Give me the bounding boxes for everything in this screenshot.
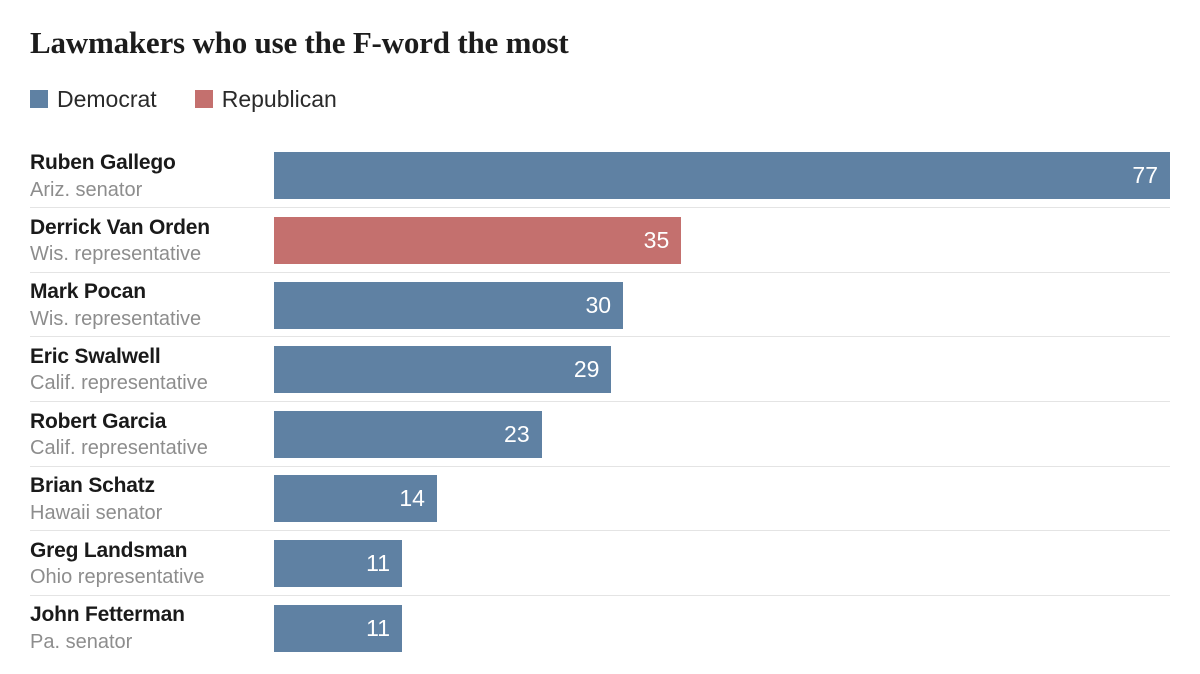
- row-labels: Greg Landsman Ohio representative: [30, 537, 274, 590]
- bar: 11: [274, 540, 402, 587]
- legend-item-republican: Republican: [194, 85, 337, 112]
- lawmaker-role: Ariz. senator: [30, 178, 143, 201]
- bar-value-label: 77: [1132, 162, 1158, 189]
- chart-row: Ruben Gallego Ariz. senator 77: [30, 144, 1170, 209]
- row-labels: Derrick Van Orden Wis. representative: [30, 214, 274, 267]
- lawmaker-name: Derrick Van Orden: [30, 215, 210, 239]
- chart-title: Lawmakers who use the F-word the most: [30, 25, 569, 60]
- lawmaker-name: Ruben Gallego: [30, 151, 176, 175]
- legend-label: Democrat: [57, 85, 157, 112]
- chart-container: Lawmakers who use the F-word the most De…: [30, 25, 1170, 661]
- chart-row: Greg Landsman Ohio representative 11: [30, 531, 1170, 596]
- lawmaker-role: Ohio representative: [30, 566, 205, 589]
- row-labels: Mark Pocan Wis. representative: [30, 278, 274, 331]
- lawmaker-name: Robert Garcia: [30, 409, 167, 433]
- bar-area: 35: [274, 217, 1170, 265]
- chart-row: Robert Garcia Calif. representative 23: [30, 402, 1170, 467]
- bar-value-label: 35: [643, 227, 670, 254]
- bar-area: 77: [274, 152, 1170, 200]
- lawmaker-name: Brian Schatz: [30, 474, 155, 498]
- bar-value-label: 23: [504, 420, 530, 447]
- bar-value-label: 11: [366, 614, 390, 641]
- bar: 29: [274, 346, 612, 394]
- legend-swatch: [30, 90, 48, 109]
- lawmaker-name: Greg Landsman: [30, 538, 188, 562]
- row-labels: Brian Schatz Hawaii senator: [30, 472, 274, 525]
- row-labels: John Fetterman Pa. senator: [30, 601, 274, 654]
- row-labels: Robert Garcia Calif. representative: [30, 408, 274, 461]
- legend-swatch: [194, 90, 213, 109]
- chart-row: Derrick Van Orden Wis. representative 35: [30, 208, 1170, 273]
- lawmaker-role: Pa. senator: [30, 630, 133, 653]
- bar-area: 30: [274, 281, 1170, 329]
- bar-value-label: 30: [585, 291, 612, 318]
- bar-value-label: 11: [366, 550, 390, 576]
- legend: Democrat Republican: [30, 85, 1170, 112]
- bar: 11: [274, 604, 402, 652]
- bar: 77: [274, 152, 1170, 200]
- chart-row: Mark Pocan Wis. representative 30: [30, 273, 1170, 338]
- legend-item-democrat: Democrat: [30, 85, 157, 112]
- lawmaker-role: Calif. representative: [30, 372, 208, 395]
- bar-area: 11: [274, 540, 1170, 587]
- legend-label: Republican: [221, 85, 337, 112]
- bar-chart: Ruben Gallego Ariz. senator 77 Derrick V…: [30, 144, 1170, 661]
- bar: 23: [274, 410, 542, 458]
- lawmaker-name: Eric Swalwell: [30, 345, 161, 369]
- lawmaker-role: Wis. representative: [30, 243, 202, 266]
- row-labels: Ruben Gallego Ariz. senator: [30, 149, 274, 202]
- row-labels: Eric Swalwell Calif. representative: [30, 343, 274, 396]
- bar: 30: [274, 281, 624, 329]
- bar-value-label: 29: [573, 356, 600, 383]
- bar: 14: [274, 475, 437, 523]
- bar-area: 29: [274, 346, 1170, 394]
- lawmaker-role: Wis. representative: [30, 307, 202, 330]
- bar-value-label: 14: [399, 485, 425, 512]
- lawmaker-name: Mark Pocan: [30, 280, 146, 304]
- chart-row: John Fetterman Pa. senator 11: [30, 596, 1170, 661]
- bar-area: 23: [274, 410, 1170, 458]
- lawmaker-role: Hawaii senator: [30, 501, 163, 524]
- lawmaker-role: Calif. representative: [30, 436, 208, 459]
- chart-row: Brian Schatz Hawaii senator 14: [30, 467, 1170, 532]
- bar-area: 14: [274, 475, 1170, 523]
- bar: 35: [274, 217, 682, 265]
- lawmaker-name: John Fetterman: [30, 603, 185, 627]
- bar-area: 11: [274, 604, 1170, 652]
- chart-row: Eric Swalwell Calif. representative 29: [30, 337, 1170, 402]
